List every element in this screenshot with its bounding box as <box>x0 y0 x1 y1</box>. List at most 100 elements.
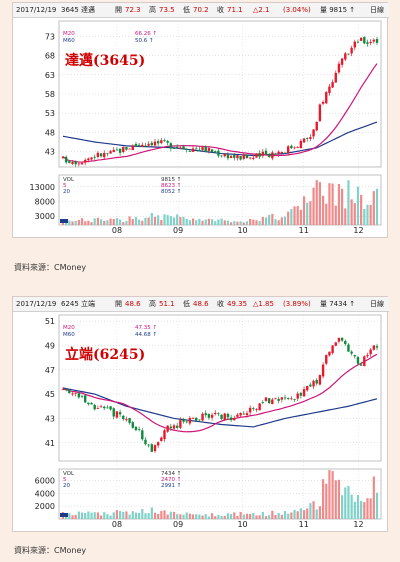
volume-bar <box>249 218 252 225</box>
price-tick-label: 53 <box>45 109 55 118</box>
candle-body <box>271 399 274 405</box>
candle-body <box>325 92 328 104</box>
volume-value: 量 9815 ↑ <box>320 6 356 14</box>
candle-body <box>87 158 90 161</box>
vol-legend-vol-value: 9815 ↑ <box>161 176 181 183</box>
volume-bar <box>150 213 153 225</box>
volume-bar <box>360 194 363 225</box>
volume-bar <box>375 188 379 225</box>
volume-tick-label: 8000 <box>35 197 55 206</box>
volume-bar <box>115 510 119 519</box>
volume-bar <box>147 513 150 519</box>
axis-labels: 41 43 45 47 49 51 2000 4000 6000 08 09 10 11 12 <box>35 317 364 529</box>
volume-bar <box>287 211 290 225</box>
volume-bar <box>350 494 353 519</box>
volume-bar <box>74 220 77 225</box>
candle-body <box>122 146 125 153</box>
open-value: 72.3 <box>125 6 141 14</box>
vol-legend-5-label: 5 <box>63 477 67 483</box>
volume-bar <box>369 498 372 519</box>
volume-bar <box>131 219 134 225</box>
candle-body <box>115 149 119 151</box>
candle-body <box>325 355 328 364</box>
candle-body <box>80 395 84 397</box>
candle-body <box>195 417 198 421</box>
volume-bar <box>293 206 296 225</box>
volume-bar <box>306 508 309 519</box>
volume-bar <box>68 513 71 519</box>
candle-body <box>309 384 312 387</box>
volume-bar <box>271 213 274 225</box>
price-tick-label: 45 <box>45 390 55 399</box>
candle-body <box>201 413 204 421</box>
volume-bar <box>293 509 296 519</box>
volume-bar <box>315 180 318 225</box>
price-tick-label: 68 <box>45 52 55 61</box>
candle-body <box>217 413 220 415</box>
candle-body <box>369 41 372 44</box>
volume-bar <box>115 218 119 225</box>
volume-bar <box>264 217 268 225</box>
volume-bar <box>125 221 128 225</box>
volume-bar <box>210 513 214 519</box>
volume-bar <box>204 219 207 225</box>
volume-bar <box>179 514 182 519</box>
candle-body <box>255 153 258 158</box>
candle-body <box>375 39 379 43</box>
volume-tick-label: 2000 <box>35 502 55 511</box>
volume-bar <box>166 215 169 225</box>
volume-bar <box>363 502 366 519</box>
candle-body <box>115 411 119 418</box>
candle-body <box>286 398 290 399</box>
volume-bar <box>131 511 134 519</box>
volume-bar <box>153 512 157 519</box>
candle-body <box>328 351 331 356</box>
volume-bar <box>74 514 77 519</box>
legend-m20-value: 66.26 ↑ <box>135 30 157 37</box>
volume-bar <box>172 511 176 519</box>
volume-bar <box>344 208 347 225</box>
candle-body <box>172 425 176 429</box>
volume-bar <box>207 218 210 225</box>
candle-body <box>220 155 223 157</box>
candle-body <box>185 421 188 423</box>
ma20-series <box>62 353 378 433</box>
volume-bar <box>230 222 233 225</box>
candle-body <box>74 160 77 165</box>
candle-body <box>141 144 144 147</box>
volume-value: 量 7434 ↑ <box>320 300 356 308</box>
vol-legend-20-label: 20 <box>63 189 70 195</box>
candle-body <box>61 156 65 159</box>
volume-bar <box>223 220 226 225</box>
candle-body <box>239 155 242 160</box>
candle-body <box>315 379 318 384</box>
volume-bar <box>242 222 245 225</box>
candle-body <box>356 41 360 43</box>
candle-body <box>223 153 226 157</box>
candle-body <box>84 395 87 403</box>
volume-bar <box>150 507 153 519</box>
candle-body <box>252 408 255 410</box>
price-tick-label: 43 <box>45 148 55 157</box>
candle-body <box>299 392 303 396</box>
volume-tick-label: 6000 <box>35 477 55 486</box>
vol-legend-20-value: 2991 ↑ <box>161 482 181 489</box>
volume-bar <box>280 217 283 225</box>
candle-body <box>150 142 154 146</box>
candle-body <box>277 151 280 155</box>
close-value: 71.1 <box>227 6 243 14</box>
volume-bar <box>277 512 280 519</box>
candle-body <box>242 413 245 415</box>
candle-body <box>131 145 134 151</box>
volume-bar <box>347 485 350 519</box>
volume-bar <box>128 514 131 519</box>
volume-bar <box>236 221 239 225</box>
candle-body <box>118 148 122 153</box>
volume-bar <box>80 512 84 519</box>
vol-legend-vol-label: VOL <box>63 177 75 183</box>
chart-panel-6245: 2017/12/19 6245 立端 開 48.6 高 51.1 低 48.6 … <box>12 296 389 532</box>
volume-bar <box>182 216 185 225</box>
candle-body <box>337 63 341 73</box>
volume-bar <box>372 191 375 225</box>
candle-body <box>166 141 169 143</box>
